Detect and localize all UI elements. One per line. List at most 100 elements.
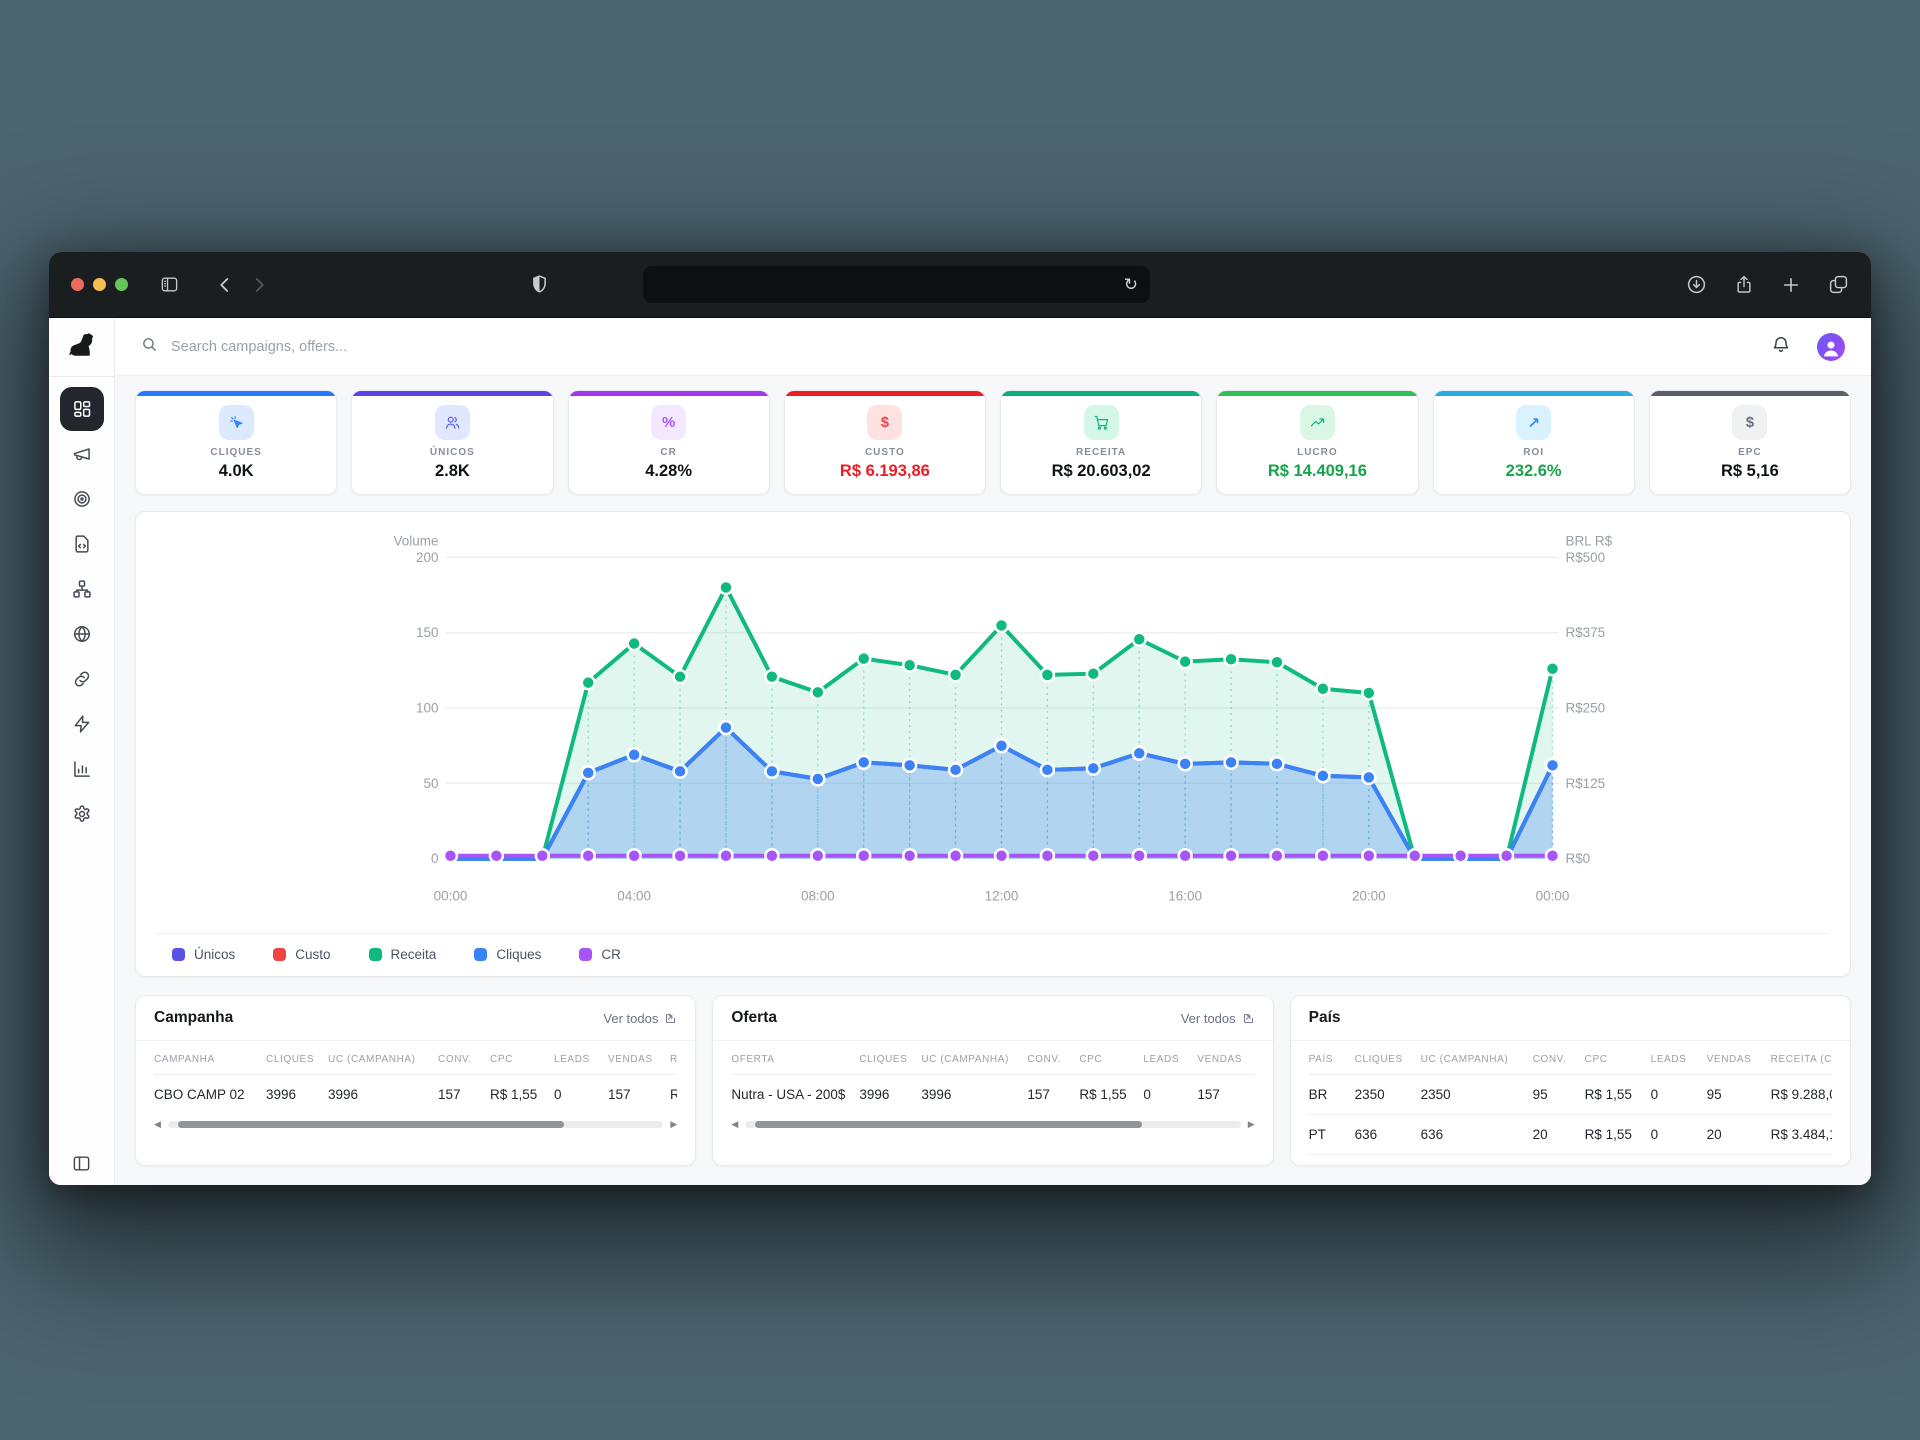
column-header[interactable]: UC (CAMPANHA): [1420, 1043, 1533, 1075]
column-header[interactable]: LEADS: [554, 1043, 608, 1075]
table-cell: 157: [1197, 1087, 1220, 1102]
address-bar[interactable]: ↻: [643, 266, 1150, 303]
sidebar-item-domains[interactable]: [60, 612, 104, 656]
app-logo-dog-icon[interactable]: [67, 331, 97, 366]
scroll-left-icon[interactable]: ◀: [154, 1118, 161, 1129]
column-header[interactable]: CONV.: [438, 1043, 490, 1075]
kpi-accent-bar: [136, 391, 337, 396]
sidebar-item-settings[interactable]: [60, 792, 104, 836]
volume-chart[interactable]: Volume 0 50 100 150 200 BRL R$ R$0 R$125 R$250 R$3…: [156, 528, 1830, 920]
table-cell: 636: [1420, 1114, 1533, 1155]
kpi-card-receita[interactable]: RECEITA R$ 20.603,02: [1000, 390, 1203, 495]
column-header[interactable]: VENDAS: [1706, 1043, 1771, 1075]
column-header[interactable]: OFERTA: [731, 1043, 860, 1075]
table-card-campanha: Campanha Ver todos CAMPANHA CLIQUES UC (CAMP…: [135, 995, 697, 1166]
table-cell: 2350: [1354, 1074, 1421, 1115]
horizontal-scrollbar[interactable]: ◀ ▶: [154, 1117, 677, 1131]
percent-icon: %: [651, 405, 687, 440]
sidebar-item-dashboard[interactable]: [59, 387, 104, 431]
kpi-card-epc[interactable]: $ EPC R$ 5,16: [1648, 390, 1851, 495]
close-window-button[interactable]: [71, 278, 84, 291]
back-button-icon[interactable]: [216, 276, 234, 294]
sidebar-item-links[interactable]: [60, 657, 104, 701]
legend-item-custo[interactable]: Custo: [273, 947, 331, 962]
table-cell: R$ 9.288,09: [1770, 1074, 1832, 1115]
svg-text:200: 200: [416, 550, 438, 565]
column-header[interactable]: CPC: [1079, 1043, 1144, 1075]
kpi-accent-bar: [568, 391, 769, 396]
privacy-shield-icon[interactable]: [531, 274, 548, 300]
ver-todos-link[interactable]: Ver todos: [1181, 1011, 1255, 1026]
scrollbar-track[interactable]: [167, 1120, 664, 1128]
column-header[interactable]: CLIQUES: [266, 1043, 328, 1075]
sidebar-item-automations[interactable]: [60, 702, 104, 746]
scrollbar-thumb[interactable]: [755, 1120, 1142, 1128]
scrollbar-thumb[interactable]: [177, 1120, 565, 1128]
kpi-card-roi[interactable]: ↗ ROI 232.6%: [1432, 390, 1635, 495]
column-header[interactable]: CONV.: [1532, 1043, 1585, 1075]
sidebar-item-offers[interactable]: [60, 477, 104, 521]
notifications-bell-icon[interactable]: [1771, 334, 1791, 359]
scroll-left-icon[interactable]: ◀: [731, 1118, 739, 1129]
kpi-card-custo[interactable]: $ CUSTO R$ 6.193,86: [783, 390, 986, 495]
column-header[interactable]: CPC: [490, 1043, 554, 1075]
table-card-país: País PAÍS CLIQUES UC (CAMPANHA) CONV. CPC LEAD…: [1289, 995, 1851, 1166]
column-header[interactable]: CAMPANHA: [154, 1043, 266, 1075]
column-header[interactable]: VENDAS: [1197, 1043, 1255, 1075]
legend-item-únicos[interactable]: Únicos: [172, 947, 235, 962]
table-row[interactable]: CBO CAMP 02 3996 3996 157 R$ 1,55 0 157 R: [154, 1075, 677, 1115]
sidebar-item-flows[interactable]: [60, 567, 104, 611]
column-header[interactable]: UC (CAMPANHA): [921, 1043, 1028, 1075]
column-header[interactable]: CPC: [1584, 1043, 1651, 1075]
kpi-card-cr[interactable]: % CR 4.28%: [567, 390, 770, 495]
table-cell: 2350: [1420, 1074, 1533, 1115]
horizontal-scrollbar[interactable]: ◀ ▶: [731, 1117, 1254, 1131]
kpi-card-únicos[interactable]: ÚNICOS 2.8K: [351, 390, 554, 495]
share-icon[interactable]: [1734, 274, 1754, 295]
column-header[interactable]: VENDAS: [608, 1043, 670, 1075]
scroll-right-icon[interactable]: ▶: [670, 1118, 678, 1129]
column-header[interactable]: UC (CAMPANHA): [328, 1043, 438, 1075]
column-header[interactable]: PAÍS: [1308, 1043, 1355, 1075]
table-row[interactable]: Nutra - USA - 200$ 3996 3996 157 R$ 1,55 0 157: [731, 1075, 1254, 1115]
minimize-window-button[interactable]: [93, 278, 106, 291]
forward-button-icon[interactable]: [250, 276, 268, 294]
svg-text:Volume: Volume: [394, 533, 439, 548]
browser-sidebar-toggle-icon[interactable]: [160, 275, 179, 294]
sidebar-item-campaigns[interactable]: [60, 432, 104, 476]
layout-dashboard-icon: [72, 399, 92, 419]
legend-item-receita[interactable]: Receita: [368, 947, 436, 962]
sidebar-item-landers[interactable]: [60, 522, 104, 566]
column-header[interactable]: RECEITA (CO: [1770, 1043, 1832, 1075]
svg-text:R$500: R$500: [1565, 550, 1605, 565]
kpi-card-cliques[interactable]: CLIQUES 4.0K: [135, 390, 338, 495]
ver-todos-link[interactable]: Ver todos: [603, 1011, 677, 1026]
new-tab-icon[interactable]: [1781, 275, 1801, 295]
column-header[interactable]: LEADS: [1143, 1043, 1198, 1075]
summary-tables-row: Campanha Ver todos CAMPANHA CLIQUES UC (CAMP…: [135, 995, 1851, 1166]
tab-overview-icon[interactable]: [1828, 274, 1849, 295]
scrollbar-track[interactable]: [745, 1120, 1241, 1128]
click-icon: [218, 405, 254, 440]
column-header[interactable]: CLIQUES: [1354, 1043, 1421, 1075]
kpi-card-lucro[interactable]: LUCRO R$ 14.409,16: [1216, 390, 1419, 495]
downloads-icon[interactable]: [1686, 274, 1707, 295]
scroll-right-icon[interactable]: ▶: [1247, 1118, 1255, 1129]
search-input[interactable]: [169, 337, 593, 356]
column-header[interactable]: LEADS: [1650, 1043, 1707, 1075]
legend-item-cr[interactable]: CR: [579, 947, 621, 962]
sidebar-item-reports[interactable]: [60, 747, 104, 791]
reload-icon[interactable]: ↻: [1123, 275, 1138, 294]
user-avatar[interactable]: [1817, 332, 1845, 361]
browser-titlebar: ↻: [49, 252, 1871, 318]
kpi-accent-bar: [1649, 391, 1850, 396]
column-header[interactable]: CONV.: [1027, 1043, 1080, 1075]
zoom-window-button[interactable]: [115, 278, 128, 291]
column-header[interactable]: CLIQUES: [859, 1043, 922, 1075]
column-header[interactable]: R: [670, 1043, 678, 1075]
kpi-label: LUCRO: [1297, 447, 1338, 458]
collapse-sidebar-icon[interactable]: [49, 1154, 114, 1173]
legend-item-cliques[interactable]: Cliques: [474, 947, 541, 962]
